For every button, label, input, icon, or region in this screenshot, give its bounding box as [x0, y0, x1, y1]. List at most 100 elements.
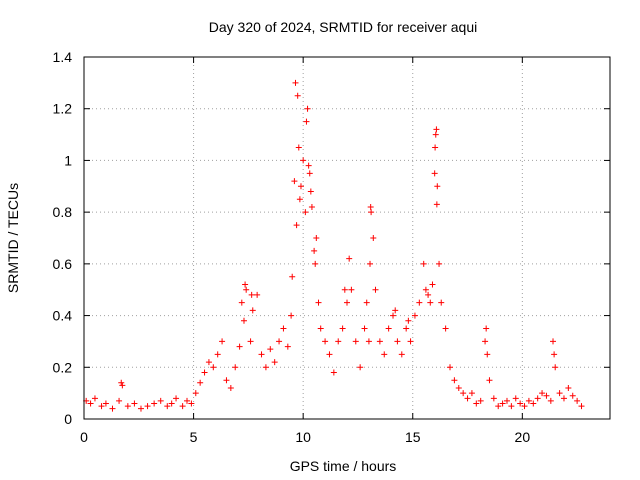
data-point: [381, 351, 388, 358]
data-point: [385, 325, 392, 332]
data-point: [313, 235, 320, 241]
data-point: [258, 351, 265, 358]
y-tick-label: 1.2: [53, 101, 73, 117]
data-point: [517, 400, 524, 407]
data-point: [137, 405, 144, 412]
data-point: [565, 384, 572, 391]
ticks: 0 0.2 0.4 0.6 0.8 1 1.2 1.4 0 5 10 15 20: [53, 49, 610, 445]
data-point: [368, 209, 375, 216]
plot-frame: [83, 56, 611, 420]
data-point: [460, 390, 467, 397]
data-point: [346, 255, 353, 262]
data-point: [367, 203, 374, 210]
data-point: [361, 325, 368, 332]
data-point: [243, 286, 250, 293]
data-point: [188, 400, 195, 407]
data-point: [365, 338, 372, 345]
data-point: [422, 286, 429, 293]
x-tick-label: 0: [80, 429, 88, 445]
data-point: [289, 273, 296, 280]
data-point: [464, 395, 471, 402]
data-point: [468, 390, 475, 397]
data-point: [425, 291, 432, 298]
data-point: [416, 299, 423, 306]
data-point: [144, 403, 151, 410]
data-point: [578, 403, 585, 410]
data-point: [411, 312, 418, 319]
data-point: [119, 382, 126, 389]
y-tick-label: 0.8: [53, 204, 73, 220]
x-tick-label: 15: [405, 429, 421, 445]
data-point: [214, 351, 221, 358]
data-point: [330, 369, 337, 376]
data-point: [304, 105, 311, 112]
data-point: [451, 377, 458, 384]
data-point: [455, 384, 462, 391]
data-point: [306, 170, 313, 177]
data-point: [556, 390, 563, 397]
data-point: [276, 338, 283, 345]
data-point: [521, 403, 528, 410]
data-point: [432, 144, 439, 151]
data-point: [335, 338, 342, 345]
data-point: [398, 351, 405, 358]
data-point: [248, 291, 255, 298]
data-point: [560, 395, 567, 402]
data-point: [157, 397, 164, 404]
data-point: [312, 260, 319, 267]
data-point: [131, 400, 138, 407]
data-point: [420, 260, 427, 267]
y-tick-label: 0: [64, 411, 72, 427]
data-point: [291, 178, 298, 185]
y-tick-label: 0.2: [53, 359, 73, 375]
data-point: [482, 338, 489, 345]
data-point: [539, 390, 546, 397]
data-point: [311, 247, 318, 254]
y-tick-label: 0.6: [53, 256, 73, 272]
data-point: [87, 400, 94, 407]
data-point: [394, 338, 401, 345]
data-point: [503, 397, 510, 404]
data-point: [352, 338, 359, 345]
data-point: [525, 397, 532, 404]
data-point: [390, 312, 397, 319]
data-point: [433, 126, 440, 133]
data-point: [201, 369, 208, 376]
data-point: [254, 291, 261, 298]
data-point: [271, 359, 278, 366]
data-point: [315, 299, 322, 306]
data-point: [434, 183, 441, 190]
data-point: [205, 359, 212, 366]
data-point: [436, 260, 443, 267]
data-point: [551, 351, 558, 358]
data-point: [429, 281, 436, 288]
data-point: [240, 317, 247, 324]
data-point: [168, 400, 175, 407]
data-point: [210, 364, 217, 371]
data-point: [508, 403, 515, 410]
x-axis-label: GPS time / hours: [290, 458, 397, 474]
data-point: [262, 364, 269, 371]
data-point: [227, 384, 234, 391]
y-tick-label: 1.4: [53, 49, 73, 65]
data-point: [339, 325, 346, 332]
data-point: [288, 312, 295, 319]
data-point: [357, 364, 364, 371]
data-point: [317, 325, 324, 332]
chart-title: Day 320 of 2024, SRMTID for receiver aqu…: [209, 19, 477, 35]
data-point: [124, 403, 131, 410]
data-point: [116, 397, 123, 404]
data-point: [372, 286, 379, 293]
data-point: [322, 338, 329, 345]
data-point: [236, 343, 243, 350]
data-point: [242, 281, 249, 288]
data-point: [294, 92, 301, 99]
data-point: [223, 377, 230, 384]
data-point: [292, 79, 299, 86]
data-point: [164, 403, 171, 410]
data-point: [305, 162, 312, 169]
data-point: [447, 364, 454, 371]
data-point: [179, 403, 186, 410]
data-point: [543, 392, 550, 399]
